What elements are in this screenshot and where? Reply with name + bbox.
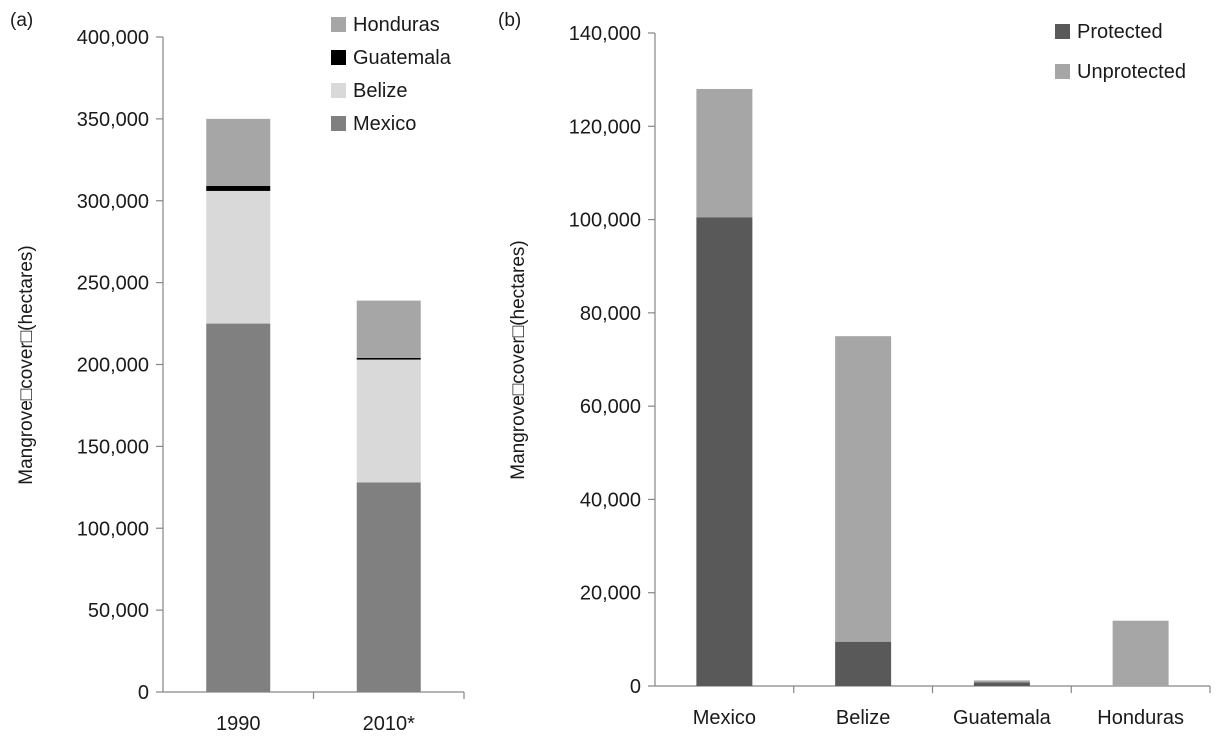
legend-a: Honduras Guatemala Belize Mexico [331,14,452,135]
y-tick-label: 0 [138,682,149,704]
y-ticks-a: 0 50,000 100,000 150,000 200,000 250,000 300,0… [77,27,163,704]
legend-label-protected: Protected [1077,21,1163,43]
x-ticks-a: 1990 2010* [216,692,465,735]
y-tick-label: 200,000 [77,355,149,377]
x-tick-label-1990: 1990 [216,713,261,735]
bar-belize-unprotected [835,336,892,642]
y-axis-title-a: Mangrove□cover□(hectares) [16,245,37,484]
y-tick-label: 120,000 [569,116,641,138]
y-tick-label: 100,000 [77,518,149,540]
y-tick-label: 0 [630,676,641,698]
bar-1990-belize [206,190,271,324]
y-tick-label: 140,000 [569,23,641,45]
legend-b: Protected Unprotected [1055,21,1186,83]
bar-mexico-unprotected [696,88,753,218]
bar-2010-guatemala [356,357,421,360]
chart-panel-a: (a) Mangrove□cover□(hectares) 0 50,000 100… [10,10,465,735]
legend-swatch-mexico [331,116,346,131]
y-tick-label: 80,000 [580,303,641,325]
x-tick-label-honduras: Honduras [1097,707,1184,729]
legend-swatch-protected [1055,24,1070,39]
bar-2010-honduras [356,300,421,358]
bar-guatemala-protected [973,682,1030,686]
legend-label-belize: Belize [353,80,407,102]
y-tick-label: 100,000 [569,210,641,232]
x-tick-label-guatemala: Guatemala [953,707,1052,729]
y-axis-title-b: Mangrove□cover□(hectares) [508,240,529,479]
bars-a [206,118,421,692]
x-tick-label-belize: Belize [836,707,890,729]
legend-swatch-honduras [331,17,346,32]
bar-guatemala-unprotected [973,680,1030,683]
x-tick-label-2010: 2010* [363,713,415,735]
bar-1990-honduras [206,118,271,187]
y-tick-label: 40,000 [580,489,641,511]
y-tick-label: 150,000 [77,436,149,458]
bar-2010-belize [356,359,421,483]
legend-label-mexico: Mexico [353,113,416,135]
bar-1990-mexico [206,323,271,692]
bars-b [696,88,1169,686]
legend-swatch-unprotected [1055,64,1070,79]
legend-swatch-belize [331,83,346,98]
x-tick-label-mexico: Mexico [693,707,756,729]
panel-label-a: (a) [10,10,33,31]
y-tick-label: 60,000 [580,396,641,418]
y-tick-label: 250,000 [77,273,149,295]
legend-label-honduras: Honduras [353,14,440,36]
y-tick-label: 400,000 [77,27,149,49]
legend-label-unprotected: Unprotected [1077,61,1186,83]
bar-belize-protected [835,641,892,686]
x-ticks-b: Mexico Belize Guatemala Honduras [693,686,1211,729]
bar-mexico-protected [696,217,753,686]
bar-1990-guatemala [206,186,271,191]
y-tick-label: 50,000 [88,600,149,622]
chart-panel-b: (b) Mangrove□cover□(hectares) 0 20,000 40,… [498,10,1211,729]
legend-label-guatemala: Guatemala [353,47,452,69]
bar-honduras-unprotected [1112,620,1169,686]
y-tick-label: 350,000 [77,109,149,131]
y-ticks-b: 0 20,000 40,000 60,000 80,000 100,000 120,000 1… [569,23,655,698]
bar-2010-mexico [356,482,421,692]
y-tick-label: 300,000 [77,191,149,213]
panel-label-b: (b) [498,10,521,31]
legend-swatch-guatemala [331,50,346,65]
y-tick-label: 20,000 [580,583,641,605]
